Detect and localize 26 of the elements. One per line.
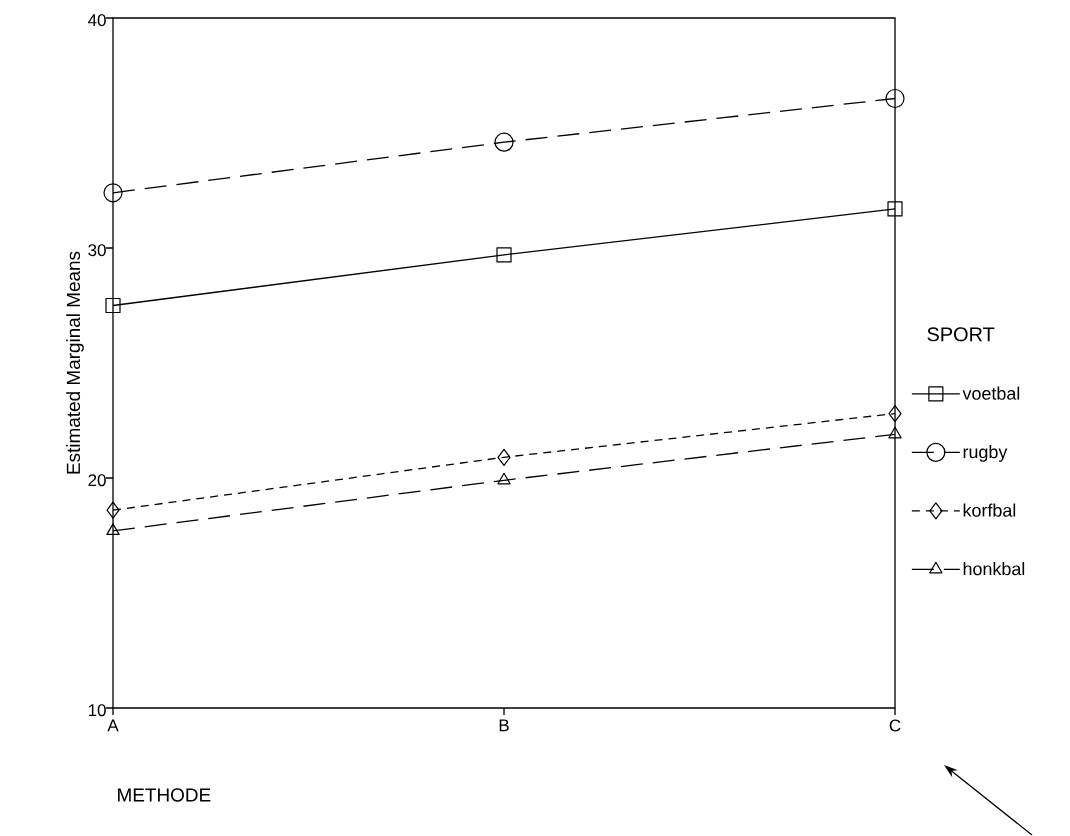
point (103, 183, 123, 203)
y-tick-label: 40 (88, 14, 106, 27)
point (106, 501, 120, 519)
x-tick-label: B (499, 719, 509, 732)
x-tick-label: A (107, 719, 119, 732)
y-axis-title: Estimated Marginal Means (66, 251, 84, 474)
point (888, 405, 902, 423)
legend-label: honkbal (963, 562, 1025, 576)
point (497, 472, 511, 485)
point (105, 298, 121, 314)
legend-title: SPORT (927, 327, 995, 342)
point (887, 201, 903, 217)
point (496, 247, 512, 263)
legend-label: rugby (963, 445, 1008, 462)
point (106, 523, 120, 536)
y-tick-label: 10 (88, 704, 106, 717)
legend-label: voetbal (962, 386, 1020, 400)
y-tick-label: 30 (88, 244, 106, 257)
legend-label: korfbal (963, 503, 1016, 517)
point (888, 426, 902, 439)
x-tick-label: C (889, 719, 901, 732)
y-tick-label: 20 (88, 474, 106, 487)
point (497, 448, 511, 467)
point (885, 89, 905, 109)
point (494, 132, 514, 152)
x-axis-title: METHODE (118, 788, 211, 802)
